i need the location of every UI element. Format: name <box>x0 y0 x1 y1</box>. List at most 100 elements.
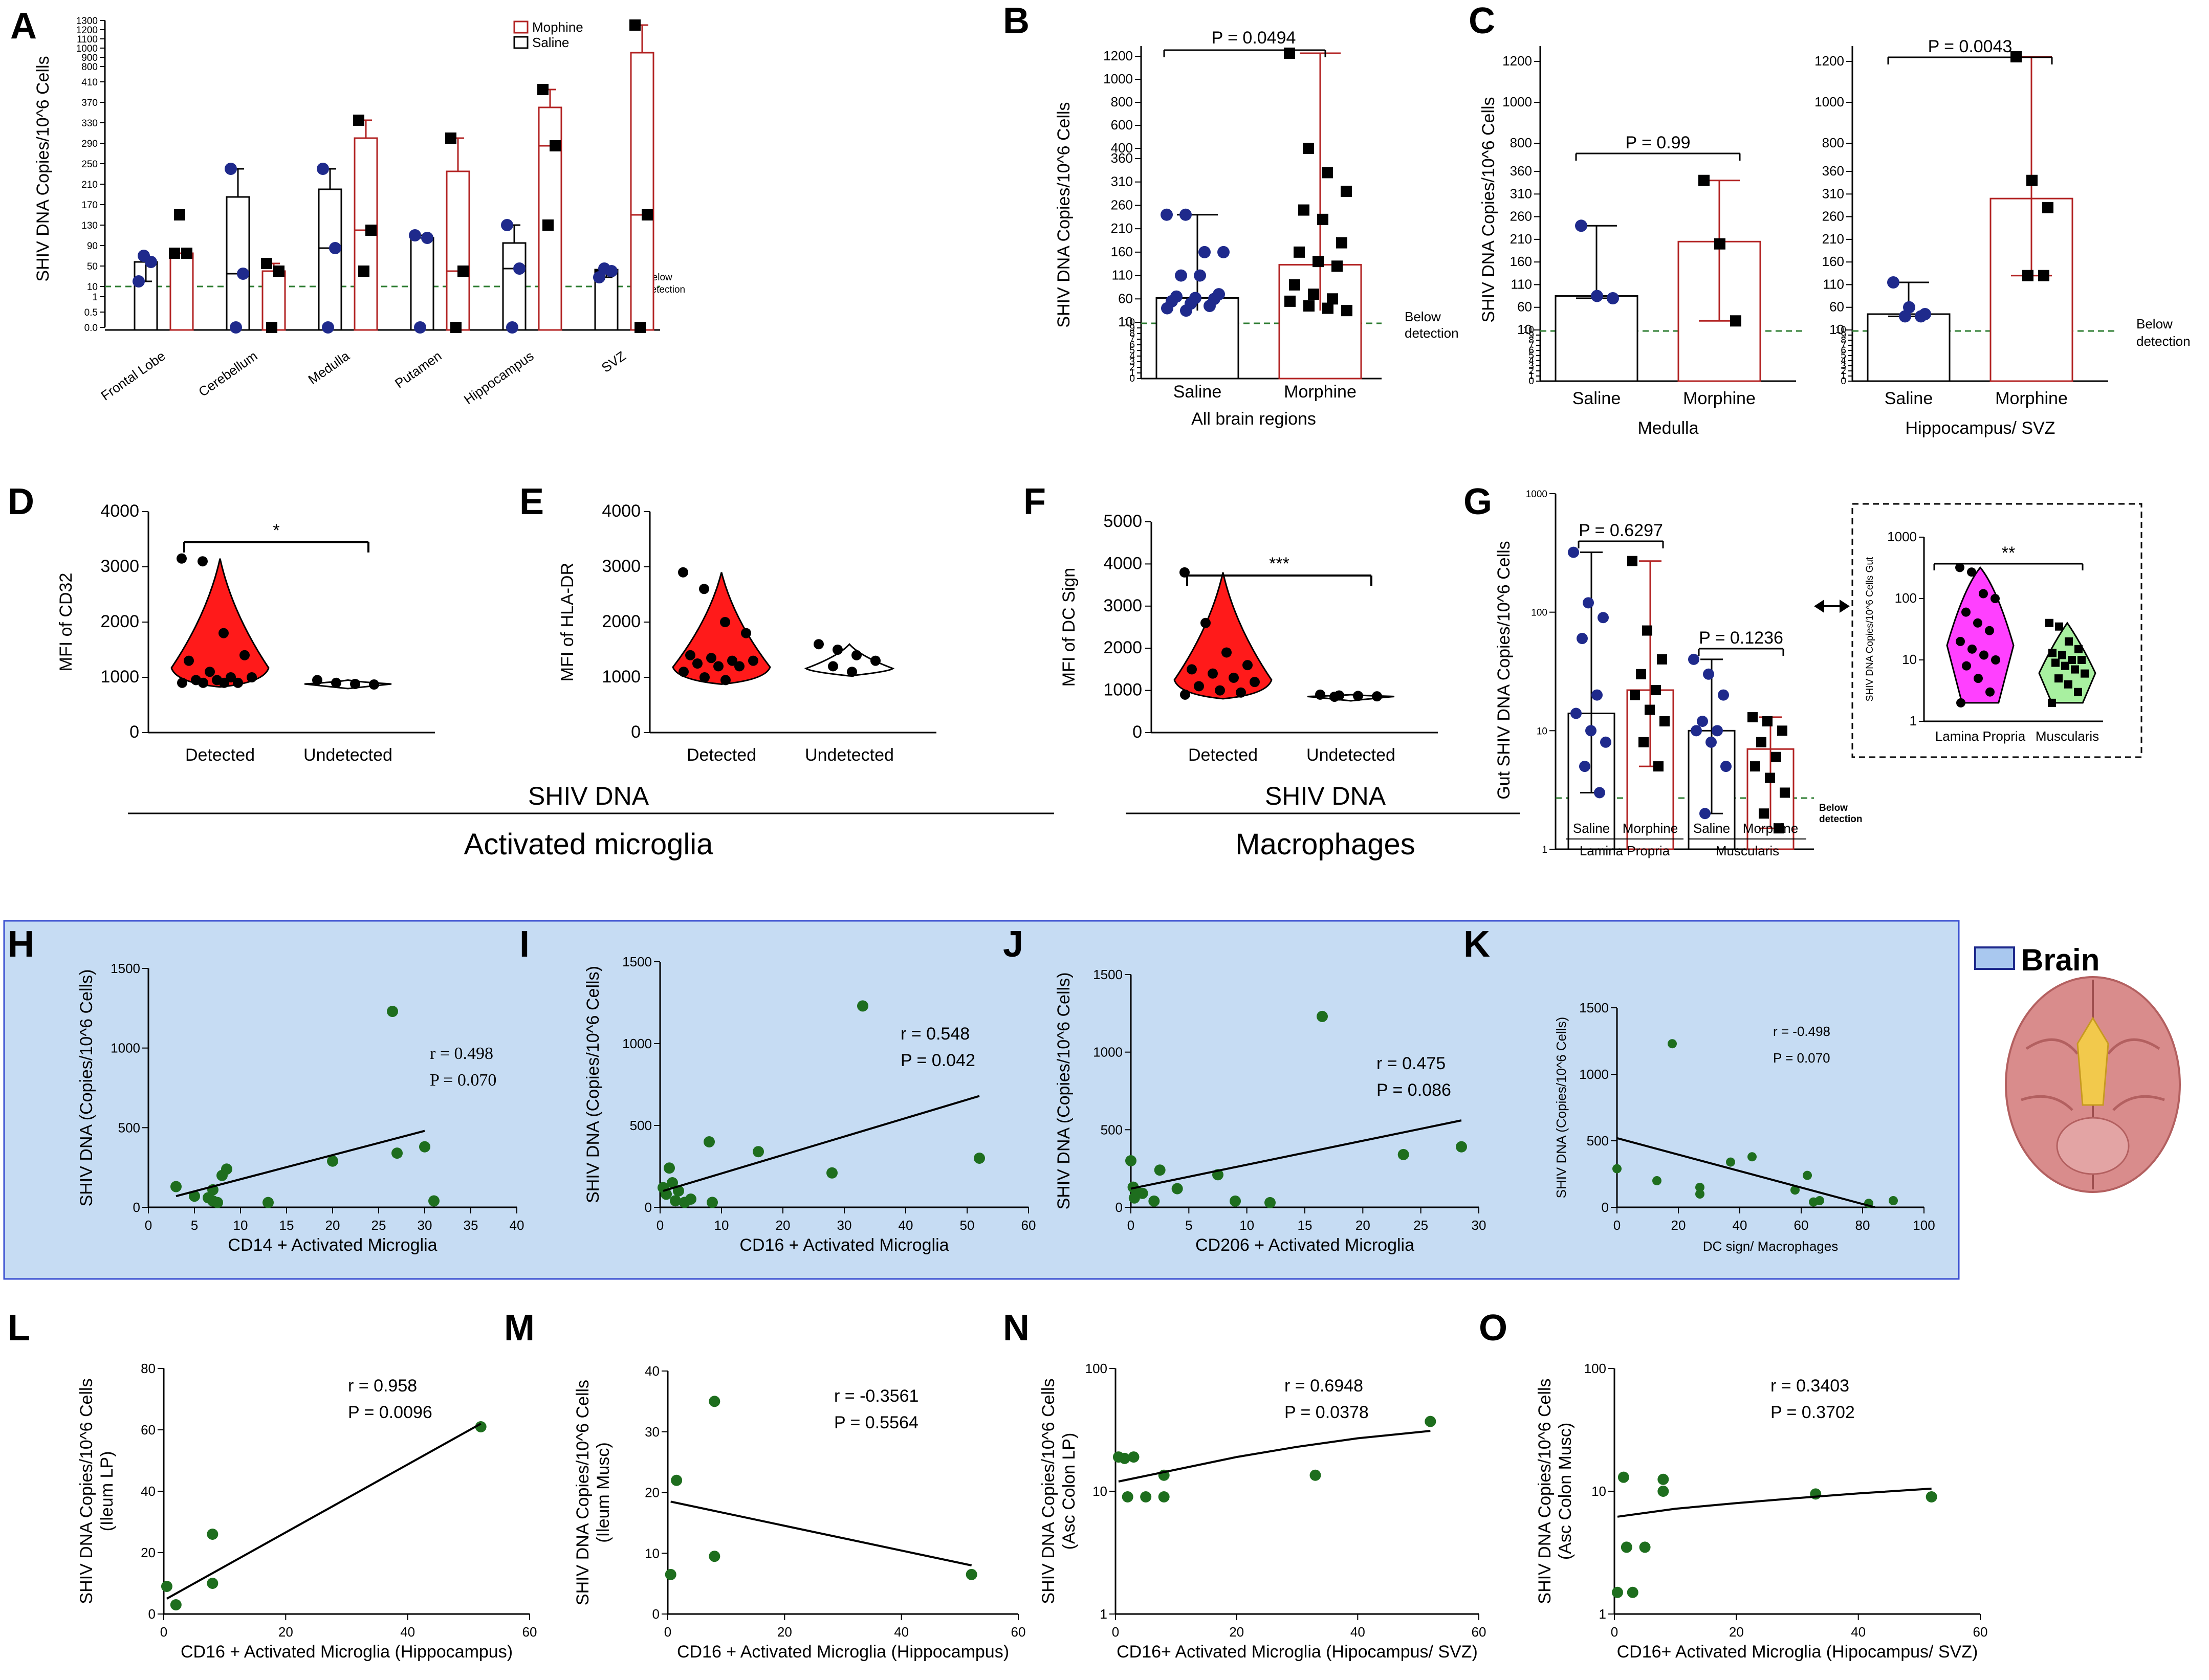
panel-o-point <box>1611 1586 1623 1598</box>
panel-c-ytick-label: 110 <box>1511 276 1532 292</box>
panel-h-point <box>212 1197 223 1208</box>
panel-a-category-label: SVZ <box>599 348 629 375</box>
panel-g-point-morphine <box>1630 690 1640 700</box>
panel-c-ytick-label: 1200 <box>1502 53 1532 69</box>
panel-c-ytick-label: 360 <box>1510 163 1532 179</box>
panel-j-point <box>1397 1148 1409 1160</box>
panel-c-bar-saline <box>1555 295 1638 382</box>
panel-g-category-label: Morphine <box>1743 821 1798 836</box>
panel-b-ytick-label: 5 <box>1129 345 1135 356</box>
panel-n-xtick-label: 20 <box>1229 1624 1244 1640</box>
panel-d-point-detected <box>218 628 229 638</box>
panel-e-point-detected <box>692 658 703 669</box>
panel-l-point <box>207 1529 218 1540</box>
panel-e-ytick-label: 3000 <box>602 557 641 576</box>
panel-o-p-value: P = 0.3702 <box>1770 1403 1855 1422</box>
panel-b-point-morphine <box>1322 302 1333 314</box>
panel-c-point-morphine <box>1698 174 1710 186</box>
panel-b-ytick-label: 160 <box>1111 244 1133 259</box>
panel-m-ytick-label: 0 <box>652 1606 660 1622</box>
panel-i-xtick-label: 20 <box>776 1218 791 1233</box>
panel-c-ytick-label: 1000 <box>1502 94 1532 109</box>
panel-a-point-saline <box>409 229 421 241</box>
panel-e-point-undetected <box>870 655 881 666</box>
panel-g-point-morphine <box>1638 737 1649 747</box>
panel-a-point-morphine <box>174 209 185 220</box>
panel-g-point-saline <box>1600 736 1611 748</box>
panel-g-inset-point <box>1979 650 1988 660</box>
panel-letter-i: I <box>519 924 530 965</box>
panel-b-ytick-label: 1000 <box>1103 71 1133 86</box>
panel-c-point-morphine <box>1730 315 1741 327</box>
panel-j-xtick-label: 25 <box>1413 1218 1428 1233</box>
panel-m-xtick-label: 20 <box>777 1624 792 1640</box>
panel-e-point-undetected <box>847 667 857 677</box>
panel-b-category-label: Saline <box>1173 382 1222 402</box>
panel-g-point-morphine <box>1759 808 1769 819</box>
panel-f-point-undetected <box>1329 691 1340 702</box>
panel-c-ytick-label: 10 <box>1523 325 1534 336</box>
panel-b-ytick-label: 360 <box>1111 150 1133 166</box>
panel-k-xtick-label: 20 <box>1671 1218 1686 1233</box>
panel-m-xtick-label: 0 <box>664 1624 671 1640</box>
panel-g-inset-point <box>2064 680 2072 689</box>
panel-c-ytick-label: 0 <box>1528 376 1534 387</box>
panel-i-point <box>974 1153 985 1164</box>
panel-b-ytick-label: 310 <box>1111 174 1133 189</box>
panel-k-point <box>1815 1196 1824 1205</box>
panel-a-point-morphine <box>365 225 377 236</box>
panel-j-point <box>1264 1197 1276 1208</box>
panel-a-category-label: Putamen <box>392 348 444 391</box>
panel-f-point-detected <box>1236 687 1246 698</box>
panel-j-point <box>1171 1183 1183 1195</box>
panel-a-ytick-label: 410 <box>81 77 98 88</box>
panel-m-point <box>709 1396 720 1407</box>
panel-a-point-morphine <box>169 248 180 259</box>
panel-a-point-morphine <box>537 84 549 95</box>
panel-o-xtick-label: 60 <box>1973 1624 1988 1640</box>
panel-h-xtick-label: 35 <box>464 1218 478 1233</box>
panel-g-point-morphine <box>1642 625 1652 636</box>
panel-i-ytick-label: 0 <box>645 1200 652 1215</box>
panel-g-inset-point <box>1973 618 1982 628</box>
panel-c-ytick-label: 9 <box>1528 330 1534 341</box>
panel-m-point <box>966 1568 977 1580</box>
panel-n-ytick-label: 1 <box>1100 1606 1107 1622</box>
panel-c-ytick-label: 60 <box>1517 299 1532 315</box>
panel-k-xtick-label: 40 <box>1733 1218 1747 1233</box>
panel-a-point-morphine <box>261 258 272 269</box>
panel-o-point <box>1639 1541 1651 1553</box>
panel-g-point-morphine <box>1651 685 1661 696</box>
panel-a-category-label: Medulla <box>305 348 353 387</box>
panel-c-ytick-label: 260 <box>1510 209 1532 224</box>
panel-a-category-label: Hippocampus <box>461 348 536 407</box>
panel-f-point-detected <box>1221 647 1232 658</box>
panel-b-ytick-label: 260 <box>1111 197 1133 212</box>
panel-g-inset-point <box>2077 656 2086 664</box>
panel-k-xtick-label: 80 <box>1855 1218 1870 1233</box>
panel-h-xtick-label: 40 <box>510 1218 524 1233</box>
panel-c-ytick-label: 2 <box>1841 366 1846 377</box>
panel-e-point-undetected <box>833 645 843 655</box>
panel-f-ytick-label: 5000 <box>1103 512 1142 531</box>
panel-o-fit-curve <box>1617 1487 1932 1518</box>
panel-e-category-label: Detected <box>687 745 756 765</box>
panel-n-xtick-label: 40 <box>1350 1624 1365 1640</box>
panel-k-point <box>1889 1196 1898 1205</box>
panel-k-point <box>1726 1157 1735 1167</box>
panel-letter-c: C <box>1469 1 1495 41</box>
panel-i-point <box>857 1000 868 1012</box>
panel-c-ylabel: SHIV DNA Copies/10^6 Cells <box>1479 97 1498 322</box>
panel-g-inset-violin-lamina-propria <box>1946 566 2015 704</box>
panel-c-ytick-label: 310 <box>1822 186 1844 201</box>
panel-c-category-label: Morphine <box>1683 389 1756 408</box>
panel-d-ylabel: MFI of CD32 <box>56 573 76 672</box>
panel-n-point <box>1158 1491 1170 1502</box>
panel-g-pvalue: P = 0.1236 <box>1699 628 1783 648</box>
panel-a-point-morphine <box>181 248 192 259</box>
panel-g-point-morphine <box>1657 654 1667 665</box>
panel-c-ytick-label: 210 <box>1822 231 1844 247</box>
panel-e-point-detected <box>720 617 730 627</box>
panel-g-inset-point <box>2065 637 2073 646</box>
panel-c-ytick-label: 10 <box>1835 325 1846 336</box>
